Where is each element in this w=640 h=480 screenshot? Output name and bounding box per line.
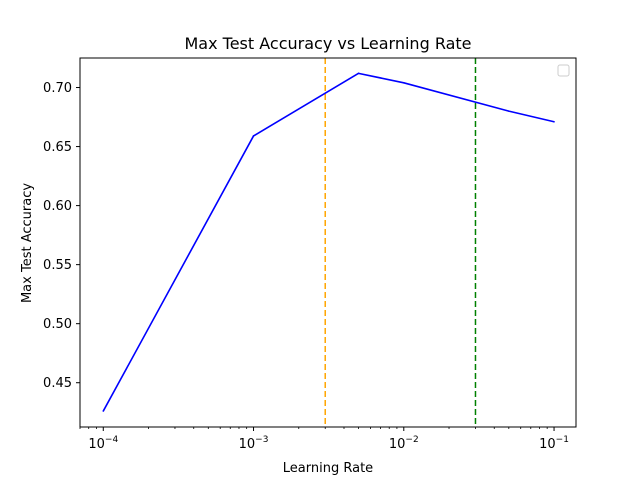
chart-title: Max Test Accuracy vs Learning Rate — [184, 34, 471, 53]
data-point — [402, 81, 405, 84]
legend — [557, 64, 570, 77]
data-point — [252, 135, 255, 137]
y-tick-label: 0.65 — [43, 140, 72, 155]
x-axis-label: Learning Rate — [283, 461, 373, 476]
x-tick-label: 10−4 — [88, 435, 118, 452]
y-tick-label: 0.45 — [43, 376, 72, 391]
x-tick-label: 10−3 — [239, 435, 269, 452]
axes-layer: 0.45 0.50 0.55 0.60 0.65 0.70 10−4 10−3 10−2 10−1 — [43, 81, 569, 452]
data-point — [102, 410, 105, 412]
y-tick-label: 0.70 — [43, 81, 72, 96]
x-tick-label: 10−1 — [539, 435, 569, 452]
y-tick-label: 0.60 — [43, 199, 72, 214]
plot-layer — [102, 58, 555, 427]
y-tick-label: 0.50 — [43, 317, 72, 332]
data-point — [508, 110, 510, 112]
data-point — [357, 72, 360, 75]
y-tick-label: 0.55 — [43, 258, 72, 273]
data-point — [553, 120, 555, 123]
y-axis-label: Max Test Accuracy — [20, 183, 35, 303]
legend-box — [557, 64, 570, 77]
plot-frame — [79, 57, 577, 428]
x-tick-label: 10−2 — [389, 435, 419, 452]
series-line-0 — [102, 72, 555, 412]
